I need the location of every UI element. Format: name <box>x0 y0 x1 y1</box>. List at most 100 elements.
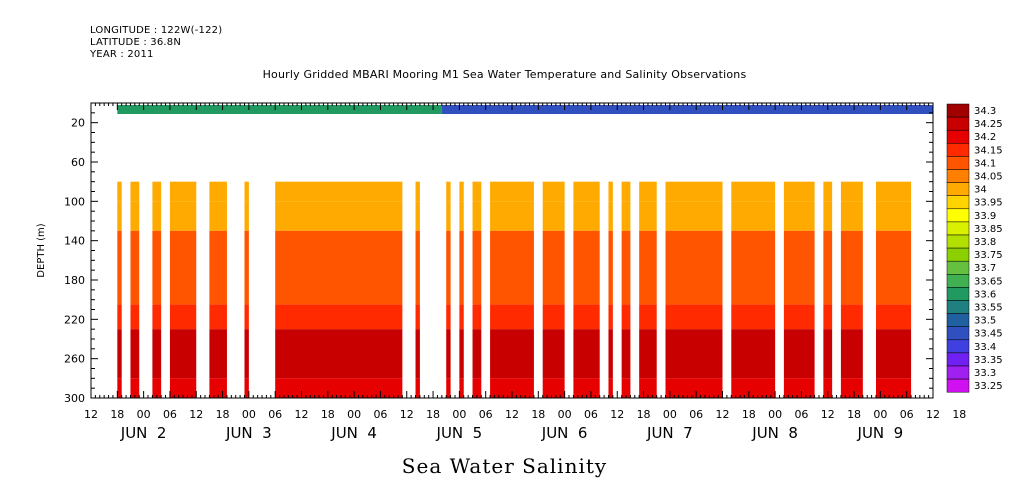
colorbar-label: 34.1 <box>974 158 996 169</box>
colorbar-swatch <box>946 339 970 354</box>
colorbar-label: 33.25 <box>974 381 1003 392</box>
salinity-cell <box>275 378 403 398</box>
salinity-cell <box>840 181 863 202</box>
salinity-cell <box>169 329 197 379</box>
colorbar-swatch <box>946 195 970 210</box>
salinity-cell <box>542 230 565 305</box>
y-tick-label: 140 <box>64 235 85 248</box>
salinity-cell <box>415 201 420 231</box>
x-hour-label: 12 <box>821 408 835 421</box>
surface-band-segment <box>441 105 933 114</box>
x-hour-label: 00 <box>452 408 466 421</box>
salinity-cell <box>875 181 912 202</box>
x-hour-label: 06 <box>900 408 914 421</box>
salinity-cell <box>490 304 534 330</box>
colorbar-label: 33.95 <box>974 198 1003 209</box>
x-day-label: JUN 7 <box>646 424 693 442</box>
longitude-label: LONGITUDE : 122W(-122) <box>90 25 223 36</box>
salinity-cell <box>459 181 464 202</box>
salinity-cell <box>244 304 249 330</box>
salinity-cell <box>415 181 420 202</box>
salinity-cell <box>875 304 912 330</box>
x-hour-label: 06 <box>268 408 282 421</box>
salinity-cell <box>472 378 482 398</box>
x-hour-label: 12 <box>189 408 203 421</box>
year-label: YEAR : 2011 <box>90 49 154 60</box>
x-day-label: JUN 2 <box>120 424 167 442</box>
colorbar-swatch <box>946 365 970 380</box>
colorbar-swatch <box>946 247 970 262</box>
salinity-cell <box>573 201 600 231</box>
salinity-cell <box>639 329 657 379</box>
salinity-cell <box>823 304 833 330</box>
colorbar-swatch <box>946 208 970 223</box>
variable-label: Sea Water Salinity <box>401 454 608 478</box>
x-day-label: JUN 6 <box>541 424 588 442</box>
salinity-cell <box>823 329 833 379</box>
salinity-cell <box>209 230 227 305</box>
colorbar-label: 34.25 <box>974 119 1003 130</box>
colorbar-label: 33.6 <box>974 289 996 300</box>
colorbar-swatch <box>946 156 970 170</box>
y-tick-label: 180 <box>64 274 85 287</box>
salinity-cell <box>639 304 657 330</box>
salinity-cell <box>472 304 482 330</box>
x-hour-label: 18 <box>216 408 230 421</box>
salinity-cell <box>840 329 863 379</box>
salinity-cell <box>130 329 140 379</box>
colorbar-swatch <box>946 182 970 196</box>
x-hour-label: 12 <box>400 408 414 421</box>
x-day-label: JUN 9 <box>857 424 904 442</box>
salinity-cell <box>665 378 723 398</box>
salinity-cell <box>665 201 723 231</box>
salinity-cell <box>608 304 613 330</box>
salinity-cell <box>490 378 534 398</box>
salinity-cell <box>117 378 122 398</box>
x-hour-label: 06 <box>584 408 598 421</box>
x-hour-label: 06 <box>373 408 387 421</box>
salinity-cell <box>875 378 912 398</box>
salinity-cell <box>731 181 776 202</box>
x-hour-label: 00 <box>347 408 361 421</box>
salinity-cell <box>275 181 403 202</box>
x-day-label: JUN 3 <box>225 424 272 442</box>
salinity-cell <box>169 230 197 305</box>
salinity-cell <box>490 230 534 305</box>
salinity-cell <box>169 201 197 231</box>
salinity-cell <box>169 304 197 330</box>
surface-band-segment <box>117 105 442 114</box>
salinity-cell <box>823 181 833 202</box>
latitude-label: LATITUDE : 36.8N <box>90 37 182 48</box>
x-hour-label: 12 <box>84 408 98 421</box>
salinity-cell <box>731 201 776 231</box>
colorbar-label: 33.55 <box>974 303 1003 314</box>
salinity-cell <box>446 329 451 379</box>
salinity-cell <box>621 181 631 202</box>
y-axis-label: DEPTH (m) <box>36 223 47 277</box>
salinity-cell <box>731 329 776 379</box>
salinity-cell <box>731 304 776 330</box>
salinity-cell <box>459 304 464 330</box>
salinity-cell <box>446 378 451 398</box>
salinity-cell <box>130 201 140 231</box>
x-hour-label: 18 <box>426 408 440 421</box>
salinity-cell <box>152 378 162 398</box>
salinity-cell <box>152 201 162 231</box>
salinity-cell <box>459 230 464 305</box>
salinity-cell <box>783 304 815 330</box>
salinity-cell <box>117 181 122 202</box>
salinity-cell <box>130 230 140 305</box>
x-hour-label: 18 <box>847 408 861 421</box>
salinity-cell <box>608 230 613 305</box>
salinity-cell <box>275 201 403 231</box>
colorbar-swatch <box>946 260 970 275</box>
y-tick-label: 60 <box>71 156 85 169</box>
colorbar-label: 33.65 <box>974 276 1003 287</box>
salinity-cell <box>169 378 197 398</box>
salinity-cell <box>169 181 197 202</box>
salinity-cell <box>209 304 227 330</box>
salinity-cell <box>275 230 403 305</box>
salinity-cell <box>244 329 249 379</box>
salinity-cell <box>875 329 912 379</box>
